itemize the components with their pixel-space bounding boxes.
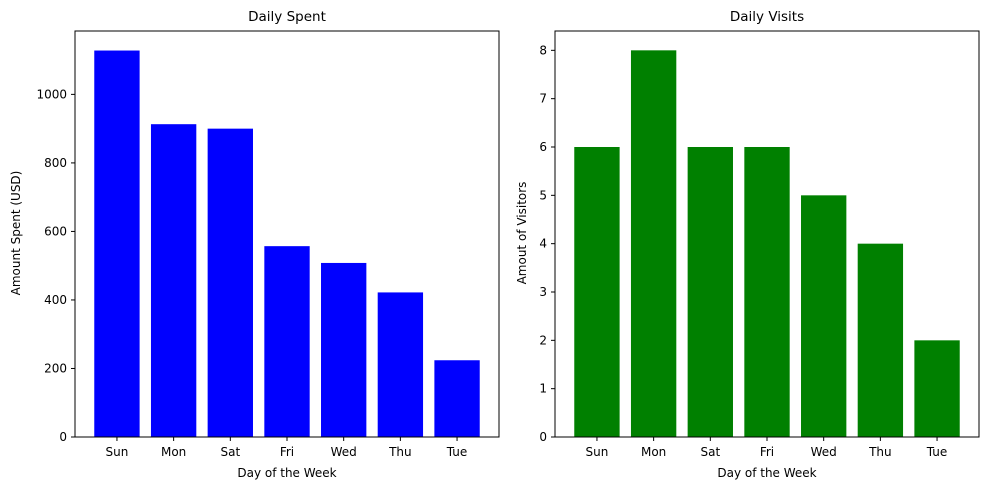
x-axis-label: Day of the Week (717, 466, 816, 480)
x-tick-label-mon: Mon (161, 445, 186, 459)
y-tick-label: 800 (44, 156, 67, 170)
y-tick-label: 600 (44, 224, 67, 238)
bars-group (574, 50, 960, 437)
bar-mon (150, 124, 197, 437)
y-tick-label: 400 (44, 293, 67, 307)
y-tick-label: 0 (59, 430, 67, 444)
y-axis-label: Amount Spent (USD) (9, 171, 23, 296)
x-tick-label-sat: Sat (700, 445, 720, 459)
y-tick-label: 200 (44, 361, 67, 375)
y-tick-label: 1000 (36, 87, 67, 101)
bar-sun (94, 50, 140, 437)
x-tick-label-fri: Fri (280, 445, 294, 459)
x-ticks-group: Sun Mon Sat Fri Wed Thu Tue (586, 437, 948, 459)
y-tick-label: 7 (539, 92, 547, 106)
bar-fri (744, 147, 790, 437)
plot-frame (74, 30, 500, 438)
bar-wed (321, 262, 367, 437)
bar-sat (207, 128, 253, 437)
x-axis-label: Day of the Week (237, 466, 336, 480)
chart-title: Daily Spent (248, 9, 326, 25)
y-tick-label: 6 (539, 140, 547, 154)
y-tick-label: 2 (539, 333, 547, 347)
x-tick-label-mon: Mon (641, 445, 666, 459)
bar-tue (914, 340, 960, 437)
y-tick-label: 3 (539, 285, 547, 299)
y-ticks-group: 0 1 2 3 4 5 6 7 8 (539, 43, 555, 444)
bar-wed (801, 195, 847, 437)
x-tick-label-wed: Wed (811, 445, 837, 459)
plot-frame (554, 30, 980, 438)
x-tick-label-sun: Sun (586, 445, 609, 459)
x-tick-label-fri: Fri (760, 445, 774, 459)
y-ticks-group: 0 200 400 600 800 1000 (36, 87, 75, 444)
x-tick-label-tue: Tue (926, 445, 948, 459)
x-tick-label-thu: Thu (868, 445, 892, 459)
bar-tue (434, 360, 480, 437)
x-tick-label-thu: Thu (388, 445, 412, 459)
chart-title: Daily Visits (730, 9, 804, 25)
x-ticks-group: Sun Mon Sat Fri Wed Thu Tue (106, 437, 468, 459)
y-tick-label: 4 (539, 237, 547, 251)
chart-daily-visits: Daily Visits Day of the Week Amout of Vi… (515, 9, 980, 480)
y-tick-label: 5 (539, 188, 547, 202)
bars-group (94, 50, 480, 437)
chart-daily-spent: Daily Spent Day of the Week Amount Spent… (9, 9, 500, 480)
bar-sun (574, 147, 620, 437)
y-tick-label: 8 (539, 43, 547, 57)
x-tick-label-tue: Tue (446, 445, 468, 459)
bar-thu (857, 243, 904, 437)
x-tick-label-sat: Sat (220, 445, 240, 459)
bar-thu (377, 292, 424, 437)
bar-sat (687, 147, 733, 437)
bar-fri (264, 246, 310, 437)
x-tick-label-sun: Sun (106, 445, 129, 459)
y-tick-label: 0 (539, 430, 547, 444)
bar-mon (630, 50, 677, 437)
y-tick-label: 1 (539, 382, 547, 396)
x-tick-label-wed: Wed (331, 445, 357, 459)
y-axis-label: Amout of Visitors (515, 182, 529, 285)
